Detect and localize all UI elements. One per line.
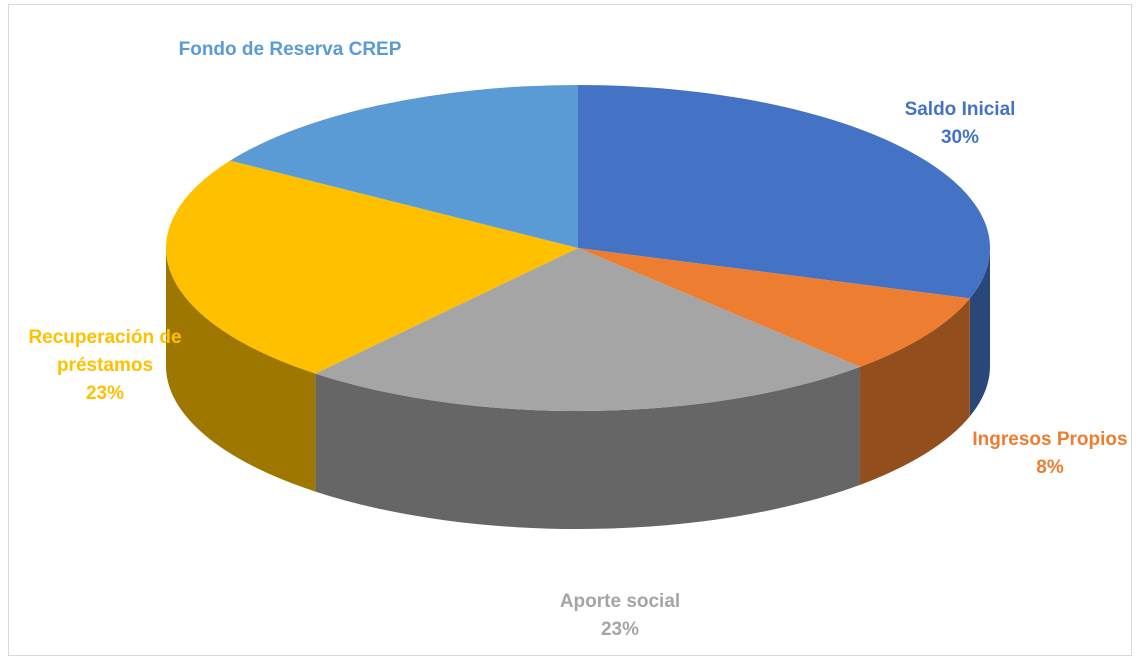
slice-side [969, 248, 990, 417]
slice [578, 85, 990, 299]
data-label: Aporte social 23% [500, 588, 740, 644]
value-label: 30% [940, 127, 980, 148]
data-label: Ingresos Propios 8% [930, 426, 1142, 482]
value-label: 8% [1036, 457, 1064, 478]
data-label: Saldo Inicial 30% [840, 96, 1080, 152]
value-label: 23% [85, 383, 125, 404]
data-label: Recuperación de préstamos 23% [5, 324, 205, 408]
category-label: Fondo de Reserva CREP [178, 39, 402, 60]
slice [230, 85, 578, 248]
slice [166, 160, 579, 374]
slice-side [166, 248, 316, 492]
slice-side [860, 298, 970, 485]
value-label: 23% [600, 619, 640, 640]
slice [578, 248, 970, 367]
data-label: Fondo de Reserva CREP [170, 36, 410, 64]
chart-frame [8, 4, 1132, 656]
slice [315, 248, 861, 411]
category-label: Ingresos Propios [972, 429, 1128, 450]
category-label: Recuperación de préstamos [28, 327, 182, 376]
category-label: Saldo Inicial [904, 99, 1016, 120]
category-label: Aporte social [559, 591, 681, 612]
slice-side [315, 366, 861, 529]
